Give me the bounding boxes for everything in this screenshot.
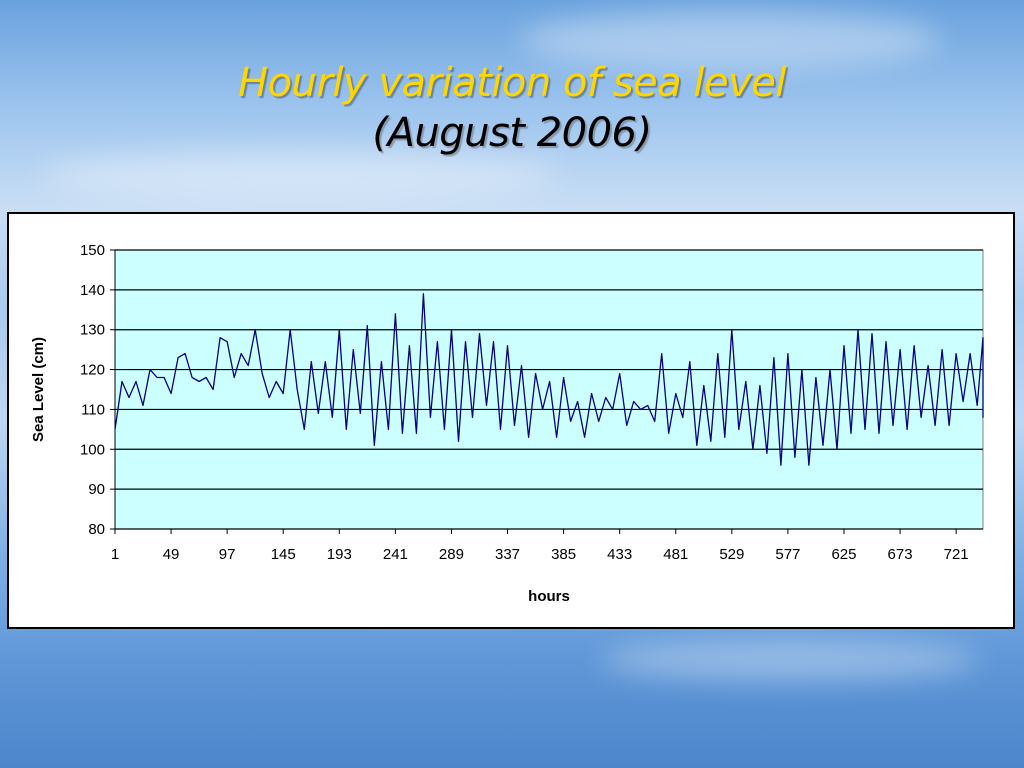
y-tick-label: 130 <box>80 322 105 339</box>
x-tick-label: 241 <box>383 546 408 563</box>
series-layer <box>114 293 984 466</box>
y-tick-label: 150 <box>80 242 105 259</box>
x-tick-label: 97 <box>219 546 236 563</box>
x-tick-label: 385 <box>551 546 576 563</box>
chart-frame: 80 90 100 110 120 130 140 150 1 49 97 145 193 241 289 3… <box>7 212 1015 629</box>
background-cloud <box>40 150 560 200</box>
title-line-1: Hourly variation of sea level <box>238 60 787 106</box>
x-tick-label: 289 <box>439 546 464 563</box>
x-tick-label: 721 <box>944 546 969 563</box>
x-tick-label: 673 <box>888 546 913 563</box>
title-line-2: (August 2006) <box>372 110 652 156</box>
grid-lines <box>115 249 983 530</box>
y-tick-label: 90 <box>88 481 105 498</box>
x-tick-label: 625 <box>831 546 856 563</box>
y-tick-label: 120 <box>80 362 105 379</box>
x-tick-label: 433 <box>607 546 632 563</box>
y-tick-label: 80 <box>88 521 105 538</box>
y-axis-title: Sea Level (cm) <box>30 337 47 442</box>
y-tick-label: 110 <box>81 401 105 418</box>
x-tick-label: 193 <box>327 546 352 563</box>
x-tick-label: 481 <box>663 546 688 563</box>
background-cloud <box>600 640 980 680</box>
x-tick-label: 529 <box>719 546 744 563</box>
background-cloud <box>520 10 940 70</box>
x-tick-label: 577 <box>775 546 800 563</box>
y-tick-label: 100 <box>80 441 105 458</box>
slide-title: Hourly variation of sea level (August 20… <box>0 58 1024 158</box>
axes: 80 90 100 110 120 130 140 150 1 49 97 145 193 241 289 3… <box>80 242 983 563</box>
x-tick-label: 145 <box>271 546 296 563</box>
x-tick-label: 1 <box>111 546 119 563</box>
x-tick-label: 337 <box>495 546 520 563</box>
y-tick-label: 140 <box>80 282 105 299</box>
x-axis-title: hours <box>528 588 570 605</box>
sea-level-series-line <box>114 293 984 466</box>
x-tick-label: 49 <box>163 546 180 563</box>
plot-area <box>114 249 984 530</box>
sea-level-chart: 80 90 100 110 120 130 140 150 1 49 97 145 193 241 289 3… <box>30 242 984 605</box>
